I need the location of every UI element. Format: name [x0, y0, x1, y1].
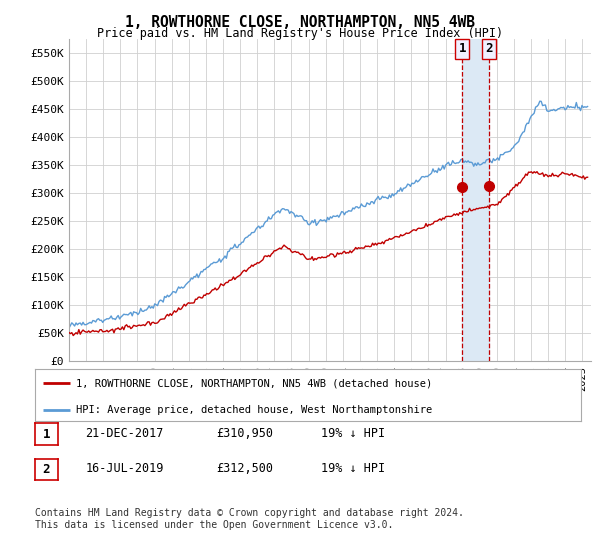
Text: 1, ROWTHORNE CLOSE, NORTHAMPTON, NN5 4WB (detached house): 1, ROWTHORNE CLOSE, NORTHAMPTON, NN5 4WB… — [76, 378, 432, 388]
Text: 1: 1 — [43, 427, 50, 441]
Text: Price paid vs. HM Land Registry's House Price Index (HPI): Price paid vs. HM Land Registry's House … — [97, 27, 503, 40]
Text: £312,500: £312,500 — [216, 462, 273, 475]
Text: HPI: Average price, detached house, West Northamptonshire: HPI: Average price, detached house, West… — [76, 405, 432, 414]
Text: Contains HM Land Registry data © Crown copyright and database right 2024.
This d: Contains HM Land Registry data © Crown c… — [35, 508, 464, 530]
Text: 19% ↓ HPI: 19% ↓ HPI — [321, 427, 385, 440]
Text: 19% ↓ HPI: 19% ↓ HPI — [321, 462, 385, 475]
Text: 1, ROWTHORNE CLOSE, NORTHAMPTON, NN5 4WB: 1, ROWTHORNE CLOSE, NORTHAMPTON, NN5 4WB — [125, 15, 475, 30]
Text: 21-DEC-2017: 21-DEC-2017 — [85, 427, 164, 440]
Text: 1: 1 — [458, 43, 466, 55]
Text: 16-JUL-2019: 16-JUL-2019 — [85, 462, 164, 475]
Text: 2: 2 — [43, 463, 50, 476]
Bar — [462, 39, 489, 361]
Text: 2: 2 — [485, 43, 493, 55]
Text: £310,950: £310,950 — [216, 427, 273, 440]
